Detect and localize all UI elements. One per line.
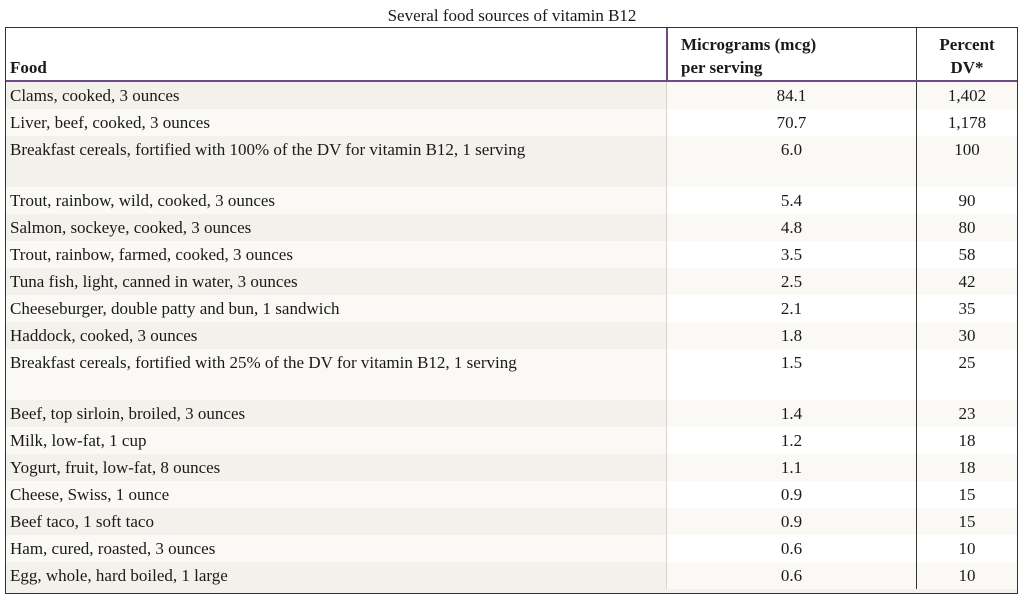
mcg-cell: 84.1 <box>666 82 916 109</box>
dv-cell: 1,178 <box>916 109 1017 136</box>
table-caption: Several food sources of vitamin B12 <box>387 6 637 25</box>
table-row: Yogurt, fruit, low-fat, 8 ounces 1.1 18 <box>6 454 1017 481</box>
mcg-cell: 6.0 <box>666 136 916 187</box>
dv-cell: 58 <box>916 241 1017 268</box>
mcg-cell: 1.2 <box>666 427 916 454</box>
dv-cell: 18 <box>916 427 1017 454</box>
table-header-row: Food Micrograms (mcg) per serving Percen… <box>6 28 1017 82</box>
mcg-cell: 1.4 <box>666 400 916 427</box>
mcg-cell: 1.5 <box>666 349 916 400</box>
table-row: Cheeseburger, double patty and bun, 1 sa… <box>6 295 1017 322</box>
mcg-cell: 0.6 <box>666 562 916 589</box>
mcg-cell: 70.7 <box>666 109 916 136</box>
header-percent-dv: Percent DV* <box>916 28 1017 80</box>
table-row: Salmon, sockeye, cooked, 3 ounces 4.8 80 <box>6 214 1017 241</box>
food-cell: Yogurt, fruit, low-fat, 8 ounces <box>10 458 221 477</box>
table-row: Beef taco, 1 soft taco 0.9 15 <box>6 508 1017 535</box>
dv-cell: 10 <box>916 535 1017 562</box>
table-body: Clams, cooked, 3 ounces 84.1 1,402 Liver… <box>6 82 1017 589</box>
dv-cell: 35 <box>916 295 1017 322</box>
mcg-cell: 2.5 <box>666 268 916 295</box>
mcg-cell: 2.1 <box>666 295 916 322</box>
table-row: Beef, top sirloin, broiled, 3 ounces 1.4… <box>6 400 1017 427</box>
dv-cell: 23 <box>916 400 1017 427</box>
dv-cell: 15 <box>916 508 1017 535</box>
table-row: Tuna fish, light, canned in water, 3 oun… <box>6 268 1017 295</box>
mcg-cell: 0.9 <box>666 508 916 535</box>
table-row: Trout, rainbow, wild, cooked, 3 ounces 5… <box>6 187 1017 214</box>
dv-cell: 15 <box>916 481 1017 508</box>
header-micrograms-line2: per serving <box>681 58 763 77</box>
mcg-cell: 0.9 <box>666 481 916 508</box>
dv-cell: 100 <box>916 136 1017 187</box>
dv-cell: 90 <box>916 187 1017 214</box>
dv-cell: 18 <box>916 454 1017 481</box>
mcg-cell: 1.1 <box>666 454 916 481</box>
food-cell: Breakfast cereals, fortified with 25% of… <box>10 353 517 372</box>
table-row: Milk, low-fat, 1 cup 1.2 18 <box>6 427 1017 454</box>
header-percent-dv-line1: Percent <box>939 35 995 54</box>
mcg-cell: 4.8 <box>666 214 916 241</box>
food-cell: Cheese, Swiss, 1 ounce <box>10 485 170 504</box>
food-cell: Egg, whole, hard boiled, 1 large <box>10 566 228 585</box>
mcg-cell: 0.6 <box>666 535 916 562</box>
food-cell: Clams, cooked, 3 ounces <box>10 86 180 105</box>
header-percent-dv-line2: DV* <box>950 58 984 77</box>
food-cell: Trout, rainbow, wild, cooked, 3 ounces <box>10 191 276 210</box>
food-cell: Tuna fish, light, canned in water, 3 oun… <box>10 272 298 291</box>
food-cell: Ham, cured, roasted, 3 ounces <box>10 539 216 558</box>
table-row: Trout, rainbow, farmed, cooked, 3 ounces… <box>6 241 1017 268</box>
dv-cell: 1,402 <box>916 82 1017 109</box>
dv-cell: 10 <box>916 562 1017 589</box>
table-row: Haddock, cooked, 3 ounces 1.8 30 <box>6 322 1017 349</box>
table-row: Breakfast cereals, fortified with 25% of… <box>6 349 1017 400</box>
mcg-cell: 1.8 <box>666 322 916 349</box>
mcg-cell: 5.4 <box>666 187 916 214</box>
food-cell: Breakfast cereals, fortified with 100% o… <box>10 140 526 159</box>
header-micrograms: Micrograms (mcg) per serving <box>666 28 916 80</box>
food-cell: Milk, low-fat, 1 cup <box>10 431 147 450</box>
food-cell: Liver, beef, cooked, 3 ounces <box>10 113 210 132</box>
food-cell: Haddock, cooked, 3 ounces <box>10 326 198 345</box>
table-row: Clams, cooked, 3 ounces 84.1 1,402 <box>6 82 1017 109</box>
header-micrograms-line1: Micrograms (mcg) <box>681 35 817 54</box>
vitamin-b12-table: Food Micrograms (mcg) per serving Percen… <box>5 27 1018 594</box>
mcg-cell: 3.5 <box>666 241 916 268</box>
header-food: Food <box>10 58 47 77</box>
table-row: Breakfast cereals, fortified with 100% o… <box>6 136 1017 187</box>
table-row: Cheese, Swiss, 1 ounce 0.9 15 <box>6 481 1017 508</box>
food-cell: Salmon, sockeye, cooked, 3 ounces <box>10 218 252 237</box>
dv-cell: 80 <box>916 214 1017 241</box>
food-cell: Beef taco, 1 soft taco <box>10 512 154 531</box>
dv-cell: 42 <box>916 268 1017 295</box>
table-row: Liver, beef, cooked, 3 ounces 70.7 1,178 <box>6 109 1017 136</box>
table-row: Egg, whole, hard boiled, 1 large 0.6 10 <box>6 562 1017 589</box>
food-cell: Cheeseburger, double patty and bun, 1 sa… <box>10 299 340 318</box>
food-cell: Beef, top sirloin, broiled, 3 ounces <box>10 404 246 423</box>
table-row: Ham, cured, roasted, 3 ounces 0.6 10 <box>6 535 1017 562</box>
dv-cell: 30 <box>916 322 1017 349</box>
food-cell: Trout, rainbow, farmed, cooked, 3 ounces <box>10 245 293 264</box>
dv-cell: 25 <box>916 349 1017 400</box>
